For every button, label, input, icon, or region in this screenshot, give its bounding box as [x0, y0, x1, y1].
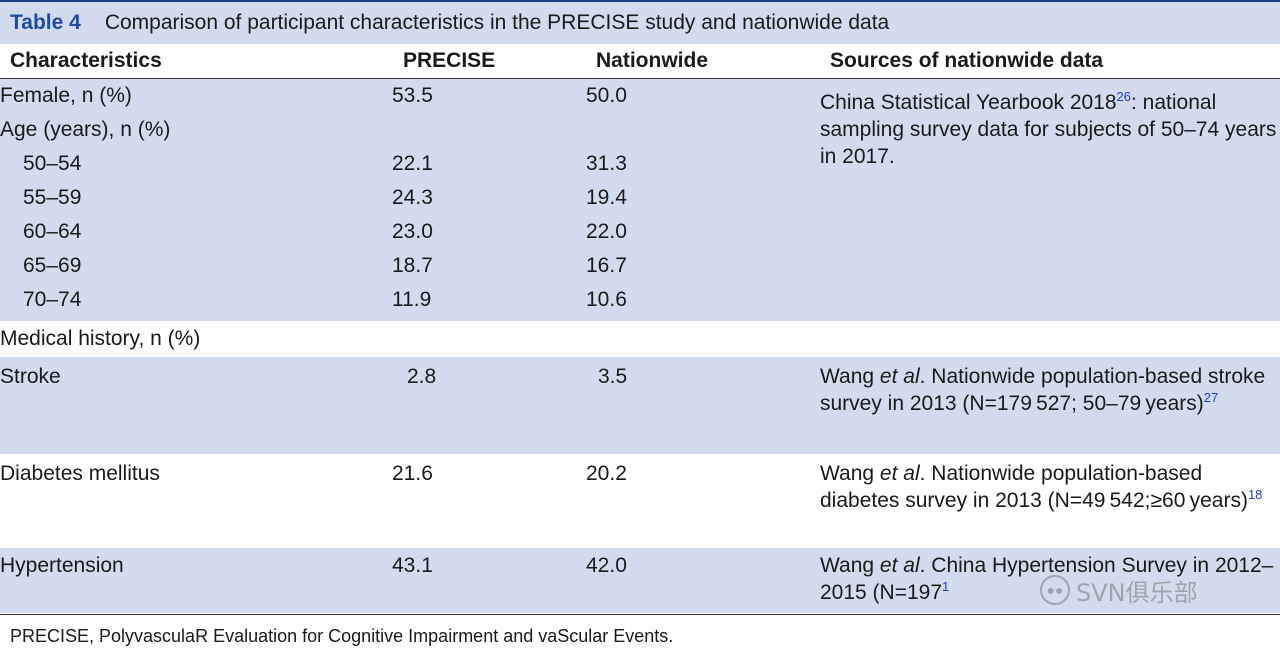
age-label: Age (years), n (%): [0, 118, 171, 141]
table-header-row: Characteristics PRECISE Nationwide Sourc…: [0, 44, 1280, 79]
reference-link[interactable]: 27: [1203, 390, 1219, 405]
table-title-bar: Table 4 Comparison of participant charac…: [0, 0, 1280, 44]
female-nationwide: 50.0: [586, 84, 627, 107]
table-title: Comparison of participant characteristic…: [104, 11, 890, 34]
table-row-demographics: Female, n (%) Age (years), n (%) 50–54 5…: [0, 78, 1280, 321]
stroke-label: Stroke: [0, 357, 392, 454]
comparison-table: Characteristics PRECISE Nationwide Sourc…: [0, 44, 1280, 613]
stroke-source: Wang et al. Nationwide population-based …: [820, 357, 1280, 454]
table-row-diabetes: Diabetes mellitus 21.6 20.2 Wang et al. …: [0, 454, 1280, 548]
diabetes-nationwide: 20.2: [586, 454, 820, 548]
age-row-label: 60–64: [23, 220, 82, 243]
medical-history-label: Medical history, n (%): [0, 321, 1280, 357]
age-row-label: 50–54: [23, 152, 82, 175]
table-row-medical-header: Medical history, n (%): [0, 321, 1280, 357]
hypertension-nationwide: 42.0: [586, 548, 820, 613]
table-row-stroke: Stroke 2.8 3.5 Wang et al. Nationwide po…: [0, 357, 1280, 454]
female-precise: 53.5: [392, 84, 433, 107]
age-row-nationwide: 22.0: [586, 220, 627, 243]
header-sources: Sources of nationwide data: [820, 44, 1280, 79]
table-bottom-rule: [0, 614, 1280, 615]
stroke-nationwide: 3.5: [586, 357, 820, 454]
reference-link[interactable]: 1: [942, 579, 950, 594]
header-characteristics: Characteristics: [0, 44, 392, 79]
diabetes-label: Diabetes mellitus: [0, 454, 392, 548]
age-source: China Statistical Yearbook 201826: natio…: [820, 78, 1280, 321]
age-row-nationwide: 31.3: [586, 152, 627, 175]
table-footnote: PRECISE, PolyvasculaR Evaluation for Cog…: [10, 626, 674, 646]
hypertension-label: Hypertension: [0, 548, 392, 613]
age-row-label: 70–74: [23, 288, 82, 311]
reference-link[interactable]: 26: [1116, 89, 1132, 104]
age-row-precise: 11.9: [392, 288, 432, 311]
watermark: ●● SVN俱乐部: [1040, 566, 1198, 614]
female-label: Female, n (%): [0, 84, 132, 107]
diabetes-source: Wang et al. Nationwide population-based …: [820, 454, 1280, 548]
watermark-text: SVN俱乐部: [1076, 578, 1198, 607]
reference-link[interactable]: 18: [1247, 487, 1263, 502]
age-row-nationwide: 10.6: [586, 288, 627, 311]
table-row-hypertension: Hypertension 43.1 42.0 Wang et al. China…: [0, 548, 1280, 613]
age-row-precise: 23.0: [392, 220, 433, 243]
hypertension-precise: 43.1: [392, 548, 586, 613]
age-row-label: 65–69: [23, 254, 82, 277]
header-nationwide: Nationwide: [586, 44, 820, 79]
stroke-precise: 2.8: [392, 357, 586, 454]
wechat-icon: ●●: [1040, 575, 1070, 605]
age-row-nationwide: 19.4: [586, 186, 627, 209]
age-row-nationwide: 16.7: [586, 254, 627, 277]
age-row-label: 55–59: [23, 186, 82, 209]
diabetes-precise: 21.6: [392, 454, 586, 548]
age-row-precise: 22.1: [392, 152, 433, 175]
table-label: Table 4: [10, 11, 81, 34]
age-row-precise: 18.7: [392, 254, 433, 277]
header-precise: PRECISE: [392, 44, 586, 79]
age-row-precise: 24.3: [392, 186, 433, 209]
